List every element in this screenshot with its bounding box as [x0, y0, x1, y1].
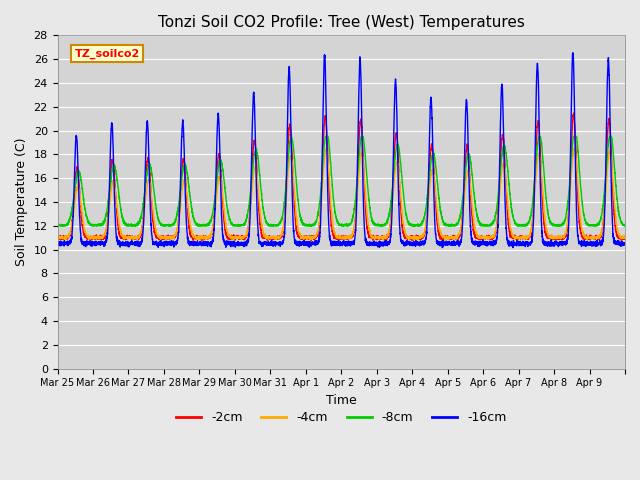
-4cm: [393, 161, 401, 167]
-4cm: [54, 235, 61, 241]
Line: -16cm: -16cm: [58, 53, 625, 248]
-2cm: [363, 218, 371, 224]
Line: -4cm: -4cm: [58, 148, 625, 240]
-4cm: [172, 232, 179, 238]
Line: -2cm: -2cm: [58, 113, 625, 240]
-16cm: [172, 240, 179, 246]
-8cm: [525, 218, 532, 224]
Y-axis label: Soil Temperature (C): Soil Temperature (C): [15, 138, 28, 266]
Title: Tonzi Soil CO2 Profile: Tree (West) Temperatures: Tonzi Soil CO2 Profile: Tree (West) Temp…: [158, 15, 525, 30]
-4cm: [497, 174, 505, 180]
X-axis label: Time: Time: [326, 394, 356, 407]
-8cm: [540, 165, 547, 170]
-16cm: [569, 50, 577, 56]
-2cm: [54, 233, 61, 239]
-16cm: [362, 240, 370, 246]
-8cm: [321, 133, 329, 139]
-16cm: [393, 107, 401, 113]
-2cm: [540, 217, 547, 223]
-4cm: [540, 201, 547, 207]
-8cm: [393, 144, 401, 150]
-2cm: [525, 234, 532, 240]
-2cm: [497, 147, 505, 153]
-8cm: [172, 217, 179, 223]
-8cm: [497, 161, 505, 167]
-2cm: [172, 234, 179, 240]
Line: -8cm: -8cm: [58, 136, 625, 226]
-4cm: [570, 145, 578, 151]
-8cm: [363, 168, 371, 174]
-4cm: [414, 237, 422, 243]
-4cm: [621, 234, 629, 240]
-2cm: [570, 110, 577, 116]
-16cm: [540, 240, 547, 246]
-2cm: [621, 235, 629, 240]
-2cm: [393, 134, 401, 140]
-16cm: [621, 240, 629, 246]
Text: TZ_soilco2: TZ_soilco2: [74, 48, 140, 59]
-4cm: [362, 203, 370, 208]
-16cm: [497, 95, 505, 100]
-4cm: [525, 233, 532, 239]
-8cm: [621, 223, 629, 228]
-16cm: [438, 245, 446, 251]
-16cm: [54, 240, 61, 245]
-2cm: [307, 238, 315, 243]
-8cm: [54, 223, 61, 228]
-16cm: [525, 241, 532, 247]
Legend: -2cm, -4cm, -8cm, -16cm: -2cm, -4cm, -8cm, -16cm: [171, 406, 511, 429]
